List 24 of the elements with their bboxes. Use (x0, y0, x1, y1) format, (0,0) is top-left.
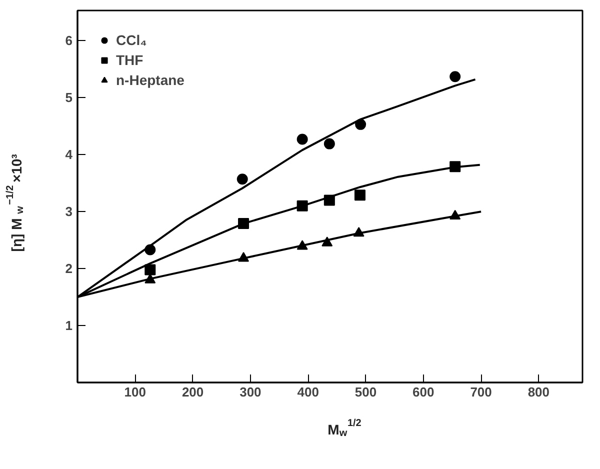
y-tick-label: 4 (65, 147, 74, 162)
legend-label: n-Heptane (116, 72, 184, 88)
x-tick-label: 200 (182, 384, 204, 400)
x-tick-label: 400 (297, 384, 319, 400)
y-tick-label: 2 (65, 261, 73, 276)
y-tick-label: 5 (65, 90, 73, 106)
x-tick-label: 300 (240, 384, 262, 400)
point (296, 134, 308, 145)
x-tick-label: 700 (470, 384, 492, 400)
x-tick-label: 500 (354, 384, 377, 400)
y-axis-title: [η] Mw−1/2 ×10³ (5, 154, 26, 252)
legend-label: CCl₄ (116, 32, 147, 48)
point (324, 138, 335, 150)
legend-label: THF (116, 52, 144, 68)
y-tick-label: 3 (65, 204, 73, 220)
point (144, 264, 156, 276)
y-tick-label: 1 (65, 318, 73, 334)
point (354, 190, 366, 201)
x-tick-label: 800 (528, 384, 550, 400)
x-tick-label: 100 (124, 384, 146, 400)
x-tick-label: 600 (412, 384, 434, 400)
point (450, 71, 461, 82)
point (236, 174, 248, 185)
y-tick-label: 6 (65, 33, 73, 48)
